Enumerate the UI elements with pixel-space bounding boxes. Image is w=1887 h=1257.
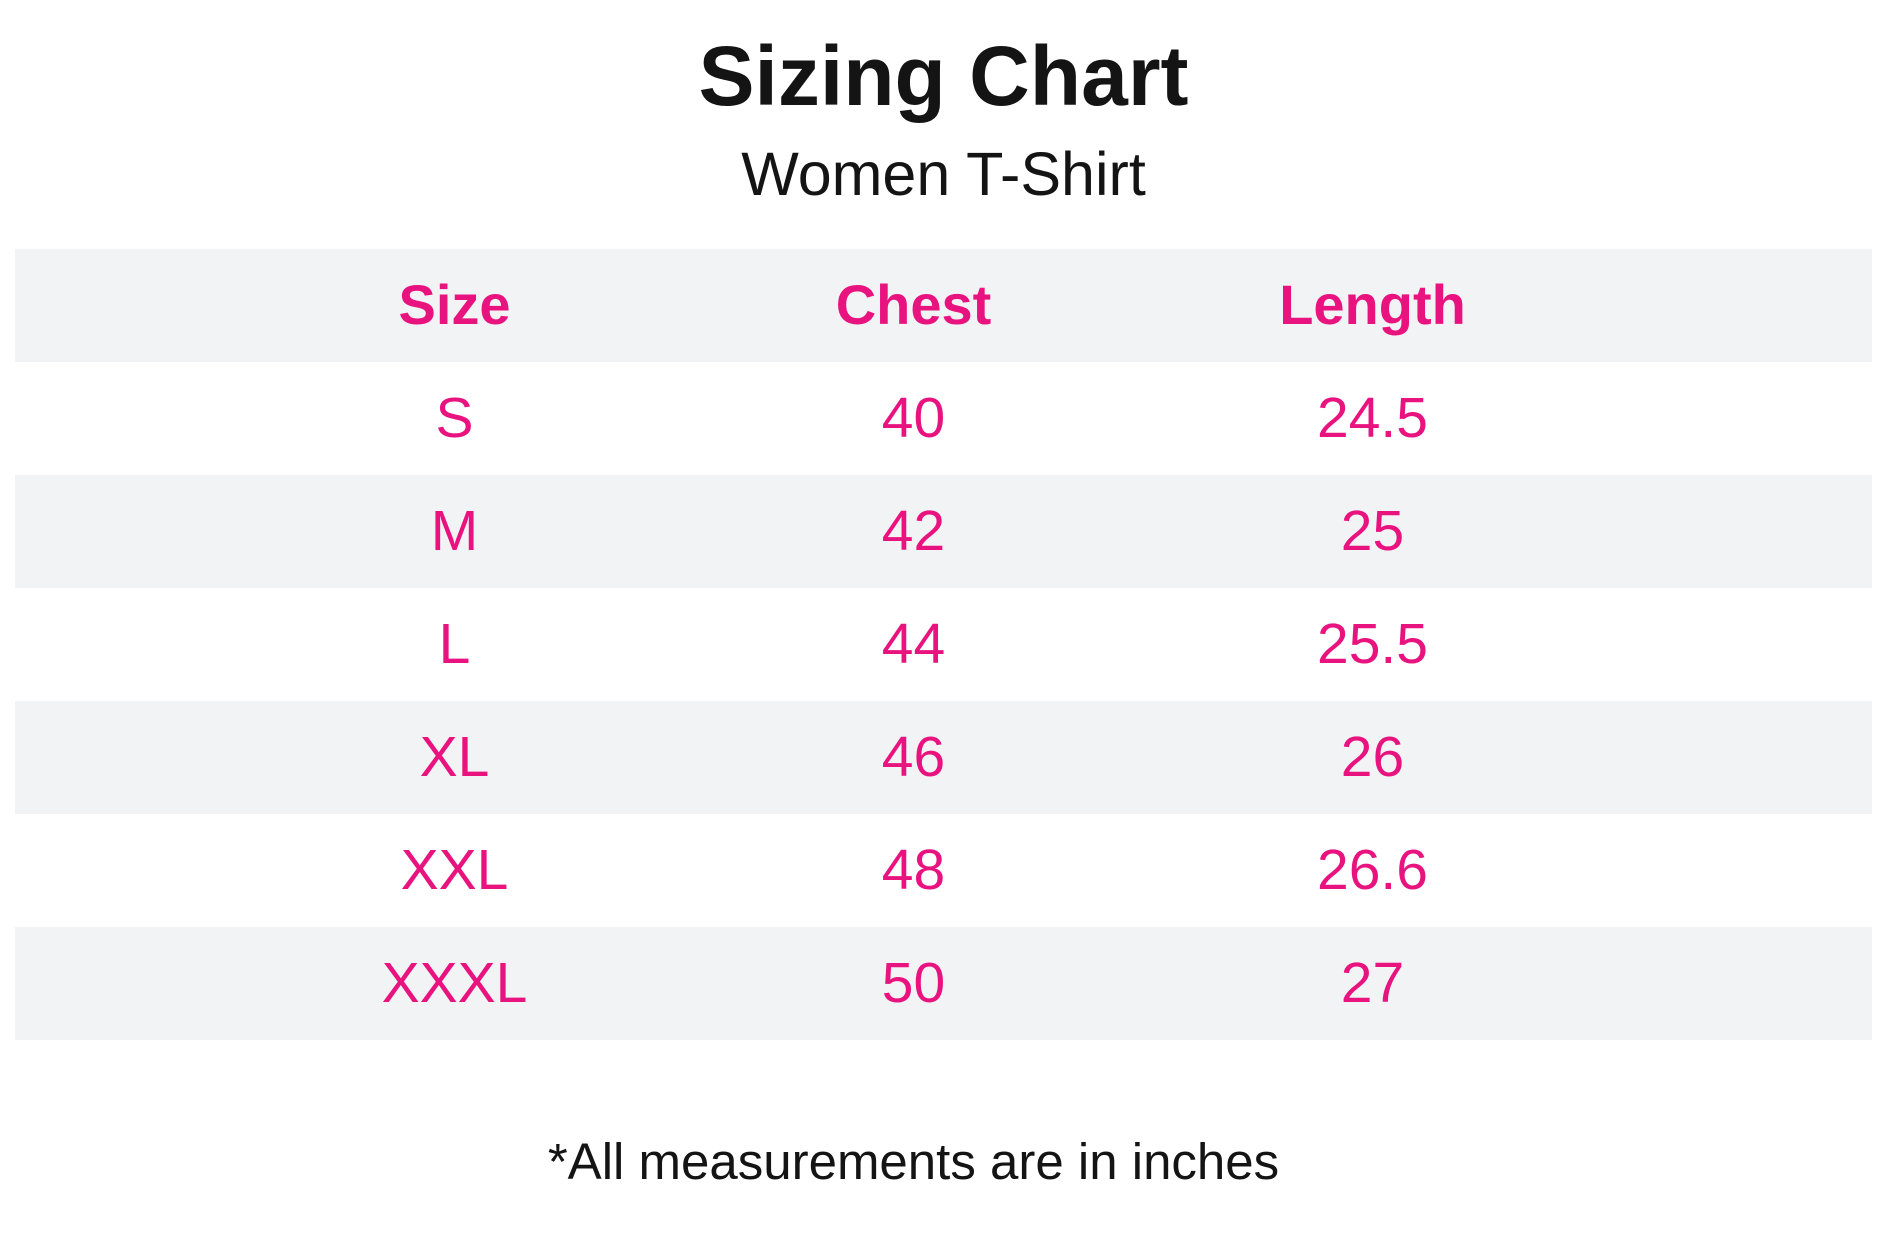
table-row-s: S 40 24.5 [15, 362, 1872, 475]
length-cell: 26 [1340, 724, 1405, 789]
length-cell: 25.5 [1317, 611, 1428, 676]
chest-column-header: Chest [835, 273, 992, 337]
size-cell: XXXL [381, 950, 528, 1015]
length-cell: 24.5 [1317, 385, 1428, 450]
chest-cell: 40 [881, 385, 946, 450]
size-cell: M [430, 498, 479, 563]
table-header-row: Size Chest Length [15, 248, 1872, 362]
length-cell: 26.6 [1317, 837, 1428, 902]
length-cell: 25 [1340, 498, 1405, 563]
page-title: Sizing Chart [698, 29, 1189, 123]
size-cell: L [438, 611, 471, 676]
chest-cell: 48 [881, 837, 946, 902]
sizing-table: Size Chest Length S 40 24.5 M 42 25 L 44… [15, 248, 1872, 1040]
chest-cell: 44 [881, 611, 946, 676]
chest-cell: 50 [881, 950, 946, 1015]
length-cell: 27 [1340, 950, 1405, 1015]
size-column-header: Size [398, 273, 511, 337]
table-row-l: L 44 25.5 [15, 588, 1872, 701]
table-row-xl: XL 46 26 [15, 700, 1872, 814]
length-column-header: Length [1279, 273, 1466, 337]
size-cell: XXL [400, 837, 509, 902]
size-cell: S [435, 385, 474, 450]
page-subtitle: Women T-Shirt [741, 139, 1146, 208]
table-row-xxxl: XXXL 50 27 [15, 926, 1872, 1040]
chest-cell: 42 [881, 498, 946, 563]
table-row-xxl: XXL 48 26.6 [15, 814, 1872, 927]
chest-cell: 46 [881, 724, 946, 789]
table-row-m: M 42 25 [15, 474, 1872, 588]
measurements-footnote: *All measurements are in inches [547, 1132, 1280, 1190]
size-cell: XL [419, 724, 490, 789]
